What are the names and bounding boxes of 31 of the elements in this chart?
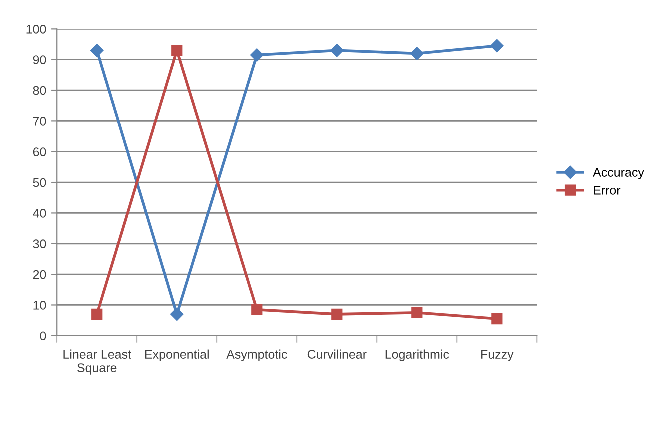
x-tick-label: Asymptotic [226,350,288,362]
point [490,39,504,53]
point [90,44,104,58]
point [250,48,264,62]
x-tick-label: Fuzzy [482,350,514,362]
y-tick-label: 50 [33,178,46,188]
x-tick-label: Logarithmic [386,350,450,362]
y-tick-label: 90 [33,56,46,64]
point [332,308,343,320]
point [92,308,103,320]
y-tick-label: 70 [33,116,46,126]
point [252,304,263,316]
point [410,47,424,60]
point [172,45,183,56]
y-tick-label: 20 [33,270,46,280]
y-tick-label: 10 [34,301,46,310]
y-tick-label: 80 [33,86,46,96]
x-tick-label: Curvilinear [308,350,367,359]
point [492,313,503,325]
legend-label: Accuracy [593,168,644,180]
y-tick-label: 0 [40,332,46,341]
point [412,307,423,318]
x-tick-label: Exponential [145,350,209,362]
y-tick-label: 40 [33,209,46,218]
legend-label: Error [594,186,621,195]
x-tick-label: Linear Least Square [64,350,132,375]
point [170,308,184,322]
y-tick-label: 100 [26,24,46,34]
y-tick-label: 60 [33,148,46,157]
y-tick-label: 30 [33,240,46,249]
point [330,44,344,58]
